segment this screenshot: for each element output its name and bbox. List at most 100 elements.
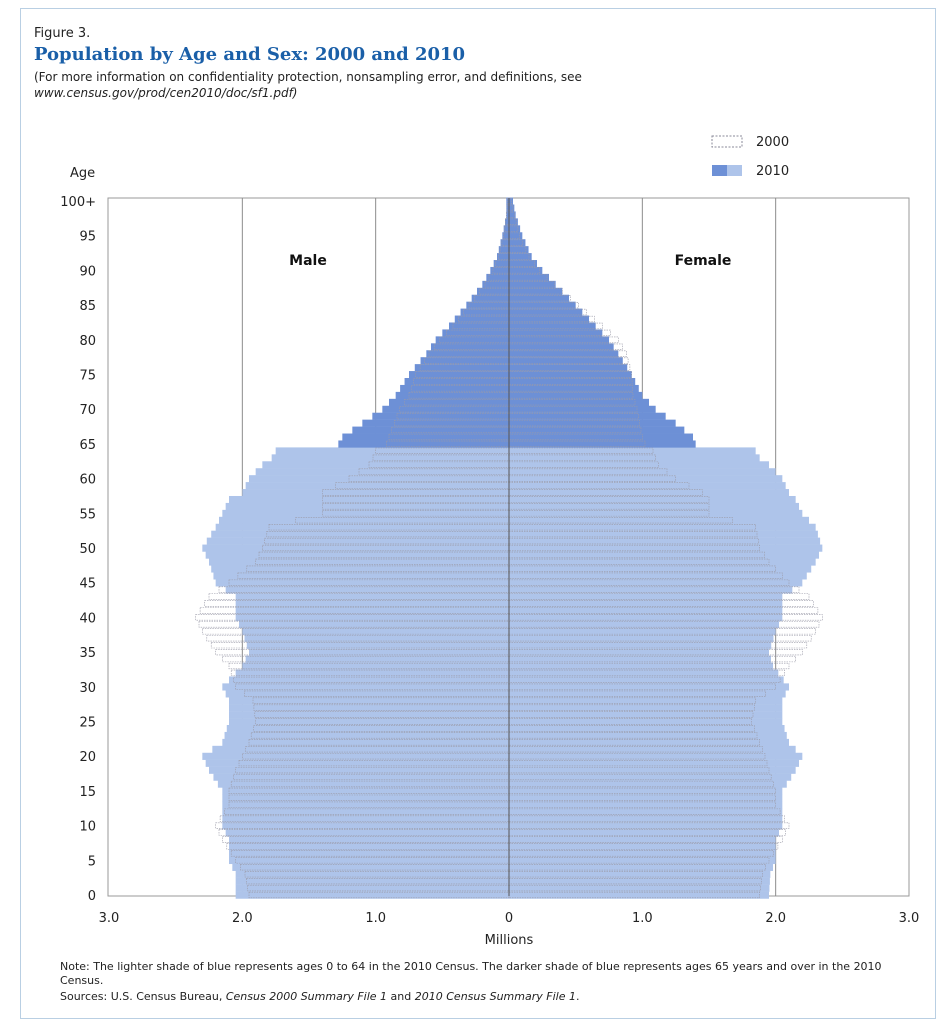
bar-2000-female-age-24 bbox=[508, 725, 755, 732]
bar-2010-male-age-8 bbox=[229, 836, 509, 844]
bar-2000-male-age-41 bbox=[199, 607, 510, 614]
bar-2010-female-age-75 bbox=[509, 371, 632, 379]
bar-2010-male-age-11 bbox=[222, 815, 510, 823]
bar-2010-female-age-34 bbox=[509, 655, 771, 663]
bar-2010-female-age-3 bbox=[509, 870, 771, 878]
bar-2010-female-age-51 bbox=[509, 537, 821, 545]
bar-2010-male-age-41 bbox=[235, 607, 509, 615]
figure-subtitle-line1: (For more information on confidentiality… bbox=[34, 70, 582, 84]
y-tick-label: 25 bbox=[79, 716, 96, 731]
bar-2010-male-age-77 bbox=[420, 357, 509, 365]
bar-2000-male-age-100 bbox=[507, 197, 510, 205]
bar-2010-male-age-67 bbox=[352, 426, 509, 434]
bar-2000-female-age-70 bbox=[508, 406, 638, 413]
bar-2010-male-age-39 bbox=[239, 620, 509, 629]
bar-2010-female-age-93 bbox=[509, 246, 529, 254]
bar-2010-male-age-19 bbox=[205, 759, 509, 767]
bar-2010-female-age-87 bbox=[509, 287, 563, 295]
bar-2010-male-age-74 bbox=[404, 378, 509, 386]
bar-2010-female-age-94 bbox=[509, 239, 526, 247]
bar-2010-male-age-60 bbox=[249, 475, 509, 483]
bar-2010-female-age-2 bbox=[509, 877, 770, 885]
bar-2010-female-age-78 bbox=[509, 350, 619, 358]
bar-2010-male-age-36 bbox=[246, 641, 509, 649]
y-tick-label: 45 bbox=[79, 577, 96, 592]
legend-label-2010: 2010 bbox=[756, 164, 789, 179]
bar-2010-male-age-42 bbox=[235, 600, 509, 608]
bar-2000-male-age-58 bbox=[322, 489, 510, 496]
sources-source1: Census 2000 Summary File 1 bbox=[225, 990, 388, 1003]
y-tick-label: 10 bbox=[79, 820, 96, 835]
bar-2000-female-age-91 bbox=[508, 260, 535, 267]
bar-2010-female-age-24 bbox=[509, 725, 785, 733]
bar-2010-male-age-79 bbox=[431, 343, 509, 351]
y-tick-labels: 0 5 10 15 20 25 30 35 40 45 50 55 60 65 70 75 80 85 90 95 10… bbox=[60, 195, 96, 904]
bar-2000-female-age-23 bbox=[508, 732, 758, 739]
bar-2010-male-age-26 bbox=[229, 711, 509, 719]
bar-2010-female-age-70 bbox=[509, 405, 656, 413]
bar-2000-male-age-8 bbox=[222, 836, 510, 843]
legend-swatch-2010-dark bbox=[712, 165, 727, 176]
bar-2010-female-age-40 bbox=[509, 613, 783, 622]
figure-subtitle-url: www.census.gov/prod/cen2010/doc/sf1.pdf) bbox=[34, 86, 298, 100]
figure-label: Figure 3. bbox=[34, 26, 91, 41]
bar-2010-female-age-29 bbox=[509, 690, 786, 698]
bar-2010-female-age-33 bbox=[509, 662, 773, 670]
bar-2010-female-age-44 bbox=[509, 586, 793, 594]
bar-2010-male-age-14 bbox=[222, 794, 510, 802]
bar-2010-male-age-13 bbox=[222, 801, 510, 809]
bar-2010-female-age-56 bbox=[509, 502, 799, 511]
bar-2010-male-age-35 bbox=[249, 648, 509, 656]
bar-2010-male-age-50 bbox=[202, 544, 510, 552]
bar-2000-male-age-55 bbox=[322, 510, 510, 517]
bar-2010-male-age-90 bbox=[490, 266, 509, 275]
bar-2010-female-age-15 bbox=[509, 787, 783, 795]
bar-2010-female-age-92 bbox=[509, 253, 532, 261]
bar-2010-female-age-1 bbox=[509, 884, 770, 892]
bar-2000-female-age-32 bbox=[508, 669, 785, 677]
bar-2010-female-age-83 bbox=[509, 315, 589, 323]
bar-2010-female-age-54 bbox=[509, 516, 809, 524]
bar-2010-female-age-10 bbox=[509, 822, 783, 830]
bar-2010-female-age-27 bbox=[509, 704, 783, 712]
bar-2000-female-age-27 bbox=[508, 704, 755, 711]
x-tick-label: 2.0 bbox=[765, 911, 786, 926]
bar-2010-female-age-26 bbox=[509, 711, 783, 719]
bar-2010-male-age-15 bbox=[222, 787, 510, 795]
legend-swatch-2010-light bbox=[727, 165, 742, 176]
male-label: Male bbox=[289, 253, 327, 269]
bar-2010-female-age-35 bbox=[509, 648, 769, 656]
bar-2010-female-age-61 bbox=[509, 468, 776, 476]
bar-2010-female-age-25 bbox=[509, 718, 783, 726]
bar-2010-male-age-87 bbox=[477, 287, 509, 295]
y-tick-label: 60 bbox=[79, 473, 96, 488]
bar-2010-male-age-52 bbox=[211, 530, 509, 538]
bar-2010-male-age-89 bbox=[486, 273, 509, 282]
bar-2010-female-age-42 bbox=[509, 600, 783, 608]
bar-2010-female-age-31 bbox=[509, 676, 784, 684]
bar-2000-female-age-89 bbox=[508, 274, 548, 281]
bar-2010-male-age-82 bbox=[449, 322, 509, 330]
bar-2010-male-age-27 bbox=[229, 704, 509, 712]
y-tick-label: 85 bbox=[79, 299, 96, 314]
bar-2010-male-age-91 bbox=[493, 260, 509, 268]
bar-2000-female-age-88 bbox=[508, 281, 555, 288]
bar-2000-female-age-29 bbox=[508, 690, 766, 697]
bar-2010-female-age-46 bbox=[509, 572, 807, 580]
bar-2000-female-age-30 bbox=[508, 683, 776, 690]
bar-2010-female-age-12 bbox=[509, 808, 783, 816]
bar-2000-female-age-61 bbox=[508, 468, 668, 475]
bar-2010-female-age-32 bbox=[509, 669, 779, 677]
bar-2010-female-age-47 bbox=[509, 565, 812, 573]
bar-2010-female-age-82 bbox=[509, 322, 596, 330]
female-label: Female bbox=[675, 253, 732, 269]
bar-2000-female-age-98 bbox=[508, 211, 515, 219]
bar-2010-male-age-47 bbox=[211, 565, 509, 573]
bar-2010-male-age-28 bbox=[229, 697, 509, 705]
bar-2010-male-age-16 bbox=[217, 780, 509, 788]
bar-2010-male-age-23 bbox=[224, 731, 510, 740]
y-tick-label: 30 bbox=[79, 681, 96, 696]
bar-2000-female-age-1 bbox=[508, 884, 761, 892]
bar-2010-female-age-21 bbox=[509, 745, 796, 753]
y-tick-label: 90 bbox=[79, 264, 96, 279]
